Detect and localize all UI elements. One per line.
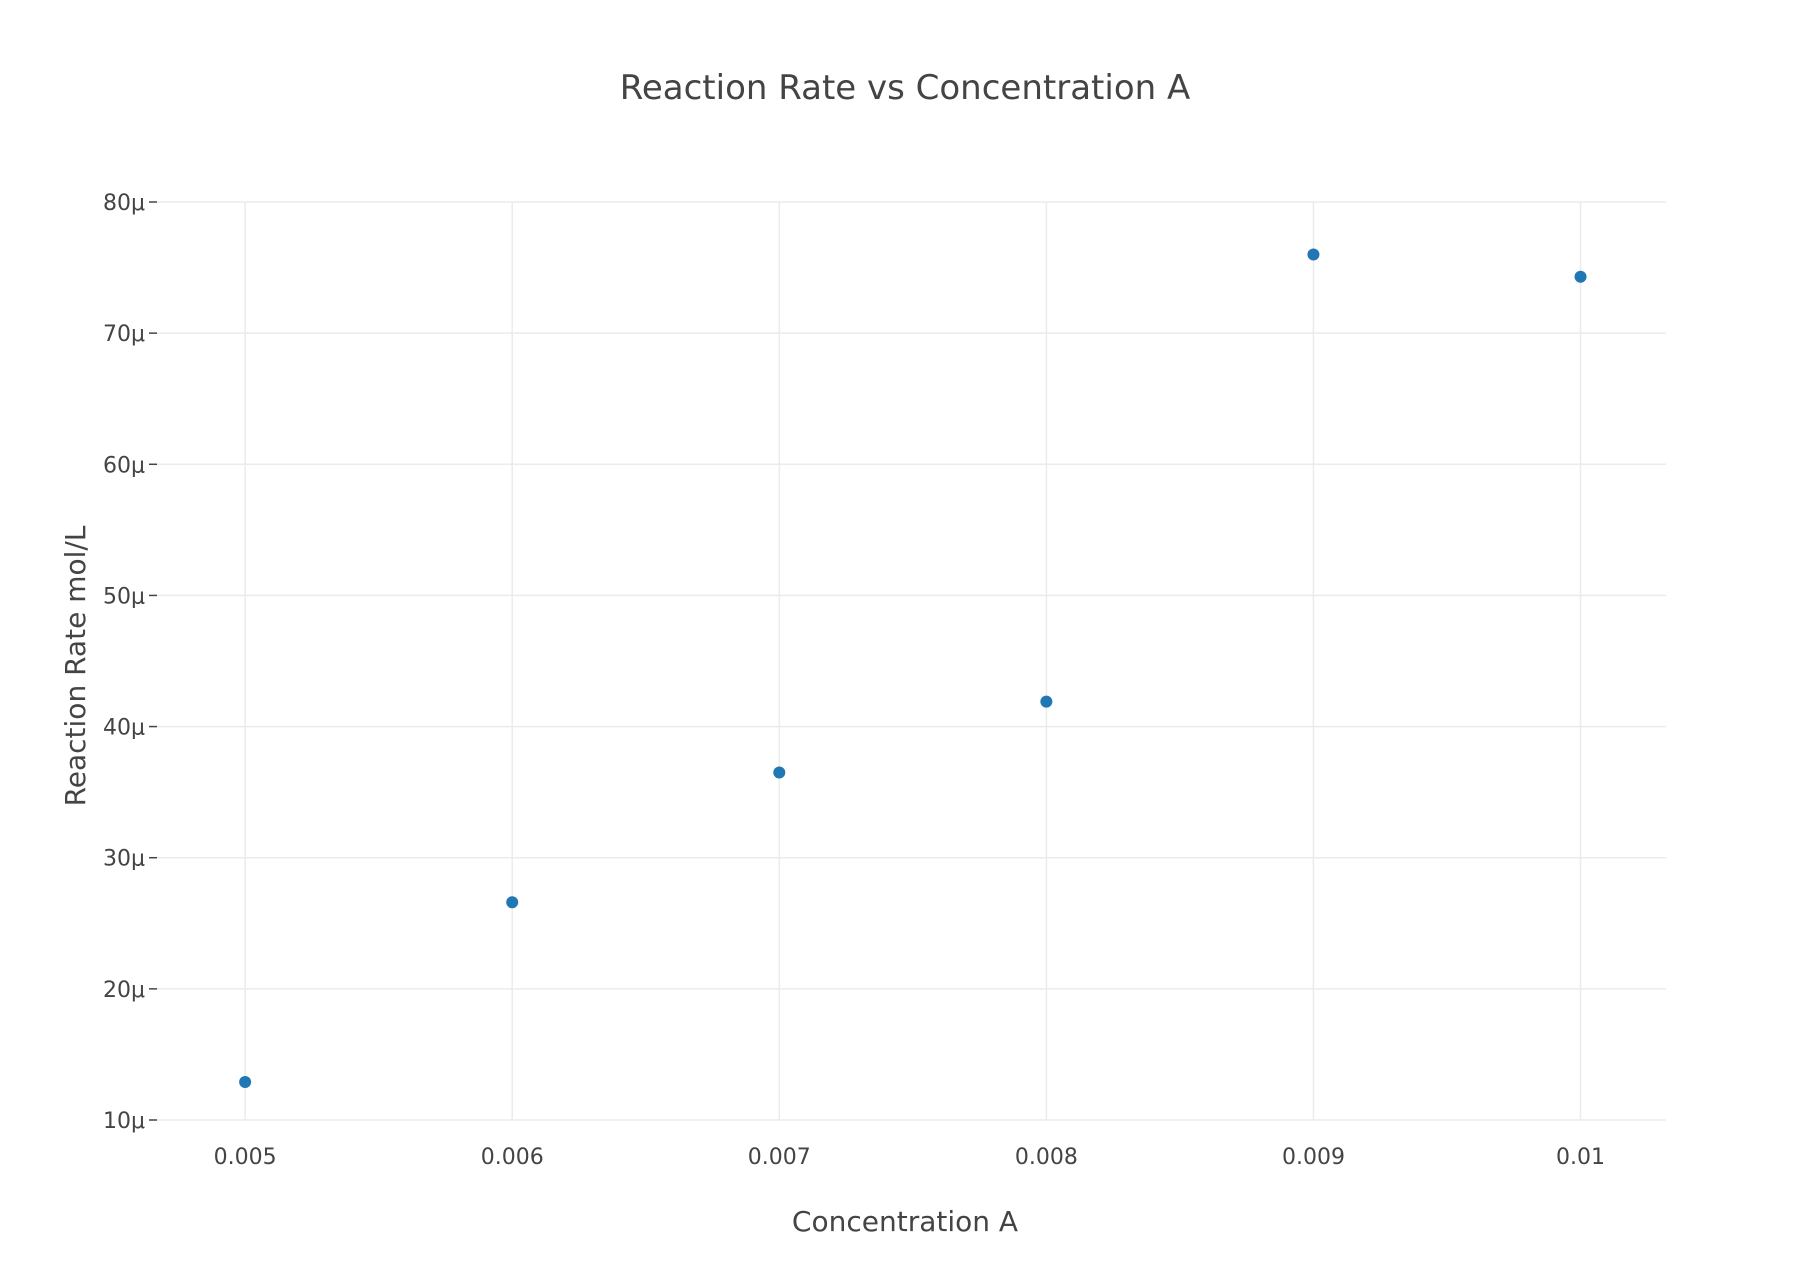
y-tick-label: 50μ <box>103 584 145 609</box>
data-points <box>239 248 1587 1088</box>
x-tick-label: 0.009 <box>1282 1145 1345 1170</box>
x-tick-label: 0.008 <box>1015 1145 1078 1170</box>
data-point[interactable] <box>1574 270 1587 283</box>
x-tick-label: 0.01 <box>1556 1145 1605 1170</box>
grid-lines <box>157 201 1666 1121</box>
y-tick-label: 70μ <box>103 322 145 347</box>
data-point[interactable] <box>1040 695 1053 708</box>
x-tick-label: 0.007 <box>748 1145 811 1170</box>
data-point[interactable] <box>239 1075 252 1088</box>
y-tick-label: 40μ <box>103 716 145 741</box>
chart-title: Reaction Rate vs Concentration A <box>620 68 1190 108</box>
data-point[interactable] <box>506 896 519 909</box>
y-tick-label: 10μ <box>103 1109 145 1134</box>
x-axis-title: Concentration A <box>792 1205 1018 1238</box>
y-axis-title: Reaction Rate mol/L <box>59 525 92 806</box>
y-tick-label: 20μ <box>103 978 145 1003</box>
data-point[interactable] <box>773 766 786 779</box>
x-tick-label: 0.006 <box>481 1145 544 1170</box>
y-tick-label: 30μ <box>103 847 145 872</box>
data-point[interactable] <box>1307 248 1320 261</box>
axis-ticks: 0.005 0.006 0.007 0.008 0.009 0.01 10μ 20μ 30μ 40… <box>103 191 1605 1170</box>
y-tick-label: 80μ <box>103 191 145 216</box>
x-tick-label: 0.005 <box>214 1145 277 1170</box>
y-tick-label: 60μ <box>103 453 145 478</box>
